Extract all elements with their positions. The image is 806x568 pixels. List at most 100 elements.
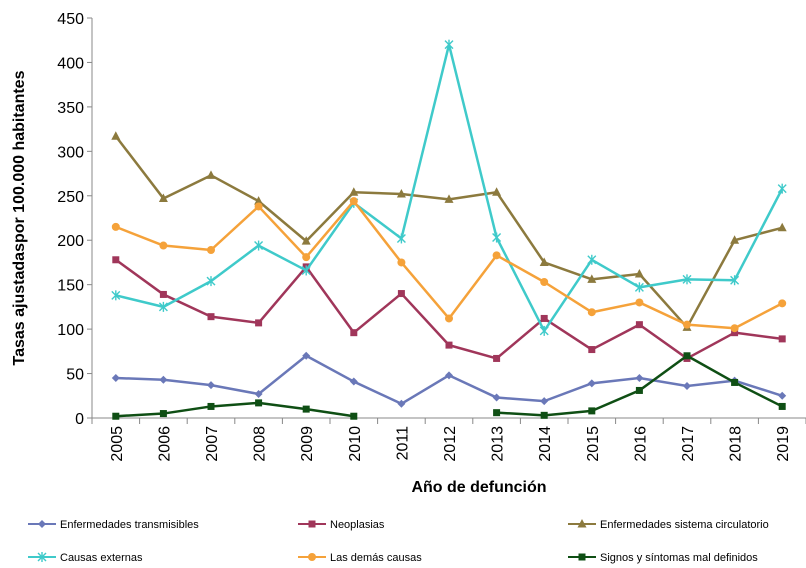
data-point (635, 298, 644, 307)
data-point (683, 320, 691, 329)
data-point (587, 254, 597, 265)
data-point (111, 374, 120, 382)
legend-item: Neoplasias (298, 519, 385, 531)
data-point (207, 381, 215, 390)
x-tick-label: 2009 (299, 426, 316, 462)
data-point (778, 335, 786, 343)
data-point (683, 382, 691, 390)
x-tick-label: 2019 (775, 426, 792, 462)
data-point (111, 131, 121, 140)
data-point (635, 374, 644, 382)
y-tick-label: 100 (57, 322, 84, 339)
x-tick-label: 2011 (394, 426, 411, 461)
data-point (445, 341, 453, 349)
data-point (254, 202, 263, 211)
y-tick-label: 50 (66, 367, 84, 384)
series-line (115, 401, 354, 418)
x-tick-label: 2005 (109, 426, 126, 462)
data-point (158, 301, 168, 312)
data-point (540, 397, 549, 406)
data-point (158, 193, 168, 202)
data-point (350, 412, 358, 420)
data-point (540, 411, 548, 419)
data-point (159, 410, 167, 418)
data-point (302, 253, 311, 262)
data-point (207, 313, 215, 321)
y-tick-label: 350 (57, 100, 84, 117)
series-2 (112, 256, 786, 362)
data-point (349, 187, 359, 196)
x-tick-label: 2013 (490, 426, 507, 462)
data-point (492, 251, 501, 260)
data-point (634, 269, 644, 278)
data-point (445, 314, 453, 323)
x-tick-label: 2018 (728, 426, 745, 462)
data-point (37, 552, 47, 562)
data-point (731, 329, 739, 337)
data-point (444, 39, 454, 50)
data-point (397, 290, 405, 298)
data-point (396, 189, 406, 198)
y-tick-label: 400 (57, 55, 84, 72)
data-point (308, 553, 316, 561)
series-3 (111, 131, 787, 331)
data-point (255, 399, 263, 407)
data-point (255, 319, 263, 327)
data-point (254, 240, 264, 251)
y-ticks: 0 50 100 150 200 250 300 350 400 450 (57, 11, 92, 428)
series-line (496, 354, 783, 417)
data-point (302, 405, 310, 413)
legend-label: Enfermedades sistema circulatorio (600, 519, 769, 531)
data-point (492, 232, 502, 243)
data-point (396, 233, 406, 244)
data-point (777, 222, 787, 232)
data-point (206, 170, 216, 179)
data-point (445, 371, 453, 380)
data-point (588, 407, 596, 415)
legend-item: Las demás causas (298, 552, 422, 564)
data-point (540, 278, 549, 286)
y-tick-label: 200 (57, 233, 84, 250)
data-point (493, 409, 501, 417)
legend-label: Neoplasias (330, 519, 385, 531)
x-tick-label: 2017 (680, 426, 697, 462)
data-point (778, 402, 786, 410)
data-point (577, 519, 587, 528)
data-point (159, 241, 168, 250)
x-ticks: 2005 2006 2007 2008 2009 2010 2011 2012 2013 2014… (91, 418, 806, 462)
data-point (492, 187, 502, 196)
data-point (349, 377, 358, 386)
data-point (635, 321, 643, 329)
series-line (115, 354, 783, 406)
data-point (730, 235, 740, 244)
data-point (38, 520, 46, 528)
data-point (683, 352, 691, 360)
x-tick-label: 2006 (156, 426, 173, 462)
legend-label: Enfermedades transmisibles (60, 519, 199, 531)
x-axis-title: Año de defunción (411, 479, 546, 496)
series-1 (111, 351, 787, 408)
legend-label: Las demás causas (330, 552, 422, 564)
data-point (539, 325, 549, 336)
data-point (587, 274, 597, 283)
data-point (492, 393, 501, 402)
data-point (112, 256, 120, 264)
legend-label: Signos y síntomas mal definidos (600, 552, 758, 564)
y-axis-title: Tasas ajustadaspor 100.000 habitantes (11, 70, 28, 365)
x-tick-label: 2015 (585, 426, 602, 462)
series-5 (111, 197, 787, 333)
data-point (159, 375, 168, 384)
x-tick-label: 2016 (632, 426, 649, 462)
data-point (635, 386, 643, 394)
data-point (730, 324, 739, 333)
legend: Enfermedades transmisibles Neoplasias Enfe… (28, 519, 769, 564)
data-point (778, 299, 787, 308)
data-point (206, 276, 216, 287)
data-point (493, 354, 501, 362)
data-point (302, 351, 311, 360)
data-point (207, 402, 215, 410)
legend-label: Causas externas (60, 552, 143, 564)
series-6 (112, 352, 786, 420)
x-tick-label: 2008 (252, 426, 269, 462)
